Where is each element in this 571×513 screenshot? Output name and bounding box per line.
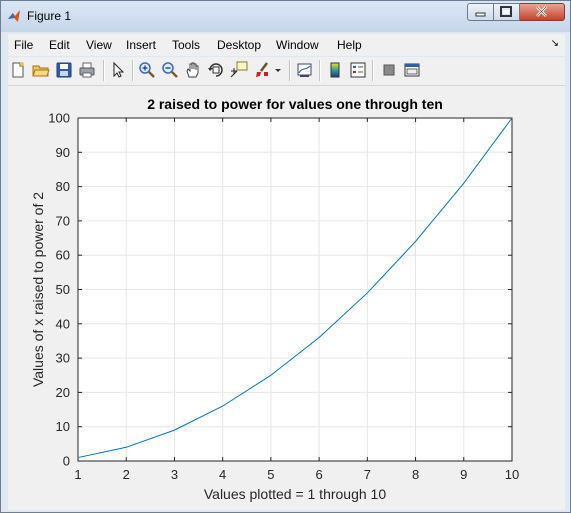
y-tick-label: 70 [56, 213, 70, 228]
menu-desktop[interactable]: Desktop [217, 38, 262, 52]
hide-plot-tools-icon [383, 64, 395, 76]
x-tick-label: 1 [74, 467, 81, 482]
x-tick-label: 8 [412, 467, 419, 482]
new-figure-button[interactable] [9, 61, 27, 79]
menu-file[interactable]: File [14, 38, 34, 52]
minimize-button[interactable] [467, 3, 494, 21]
menu-edit[interactable]: Edit [49, 38, 70, 52]
toolbar-separator [103, 60, 105, 81]
insert-legend-icon [350, 62, 366, 78]
close-button[interactable] [520, 3, 565, 21]
y-tick-label: 20 [56, 385, 70, 400]
zoom-in-button[interactable] [138, 61, 156, 79]
x-tick-label: 7 [364, 467, 371, 482]
menu-help[interactable]: Help [337, 38, 362, 52]
y-tick-label: 80 [56, 179, 70, 194]
pan-button[interactable] [184, 61, 202, 79]
toolbar-separator [372, 60, 374, 81]
maximize-button[interactable] [494, 3, 520, 21]
data-cursor-icon [230, 61, 248, 78]
new-figure-icon [12, 62, 24, 78]
chart-title: 2 raised to power for values one through… [147, 96, 443, 112]
zoom-out-icon [162, 62, 178, 78]
series-line [77, 117, 513, 459]
menu-insert[interactable]: Insert [126, 38, 157, 52]
brush-icon [256, 62, 268, 77]
x-tick-label: 6 [315, 467, 322, 482]
open-file-button[interactable] [32, 61, 50, 79]
x-tick-label: 10 [505, 467, 519, 482]
figure-canvas: 1 2 3 4 5 6 7 8 9 10 0 10 20 30 40 50 60 70 80 90 100 2 rais… [8, 86, 565, 510]
menu-bar: File Edit View Insert Tools Desktop Wind… [8, 34, 565, 56]
maximize-icon [500, 6, 512, 17]
show-plot-tools-icon [404, 63, 420, 77]
toolbar-separator [319, 60, 321, 81]
menu-window[interactable]: Window [276, 38, 319, 52]
insert-colorbar-button[interactable] [326, 61, 344, 79]
rotate-3d-button[interactable] [207, 61, 225, 79]
window-title: Figure 1 [27, 9, 72, 23]
save-icon [56, 62, 72, 78]
data-cursor-button[interactable] [230, 61, 248, 79]
link-plot-icon [297, 63, 312, 77]
print-button[interactable] [78, 61, 96, 79]
menu-tools[interactable]: Tools [172, 38, 201, 52]
show-plot-tools-button[interactable] [403, 61, 421, 79]
y-axis-label: Values of x raised to power of 2 [30, 192, 46, 387]
x-tick-label: 9 [460, 467, 467, 482]
edit-plot-arrow-icon [113, 61, 125, 78]
x-axis-label: Values plotted = 1 through 10 [204, 486, 386, 502]
y-tick-label: 30 [56, 351, 70, 366]
x-tick-label: 2 [123, 467, 130, 482]
save-button[interactable] [55, 61, 73, 79]
brush-button[interactable] [253, 61, 271, 79]
open-file-icon [32, 65, 50, 77]
y-tick-label: 40 [56, 316, 70, 331]
y-tick-label: 10 [56, 419, 70, 434]
hide-plot-tools-button[interactable] [380, 61, 398, 79]
zoom-out-button[interactable] [161, 61, 179, 79]
toolbar-separator [289, 60, 291, 81]
rotate-3d-icon [208, 63, 223, 77]
print-icon [79, 62, 95, 78]
link-plot-button[interactable] [296, 61, 314, 79]
x-tick-label: 4 [219, 467, 226, 482]
edit-plot-button[interactable] [109, 61, 127, 79]
close-icon [536, 6, 547, 17]
insert-legend-button[interactable] [349, 61, 367, 79]
y-tick-label: 0 [63, 454, 70, 469]
y-tick-label: 90 [56, 145, 70, 160]
toolbar-separator [132, 60, 134, 81]
matlab-logo-icon [8, 10, 20, 22]
menu-overflow-arrow-icon[interactable]: ↘ [550, 38, 559, 49]
y-tick-label: 60 [56, 248, 70, 263]
title-bar[interactable]: Figure 1 [1, 1, 570, 32]
x-tick-label: 3 [171, 467, 178, 482]
insert-colorbar-icon [330, 62, 340, 78]
menu-view[interactable]: View [86, 38, 112, 52]
pan-hand-icon [186, 62, 199, 78]
y-tick-label: 50 [56, 282, 70, 297]
figure-toolbar [8, 57, 565, 86]
brush-dropdown-button[interactable] [273, 61, 283, 79]
x-tick-label: 5 [267, 467, 274, 482]
brush-dropdown-icon [275, 69, 281, 72]
minimize-icon [475, 12, 486, 17]
y-tick-label: 100 [48, 111, 70, 126]
zoom-in-icon [139, 62, 155, 78]
